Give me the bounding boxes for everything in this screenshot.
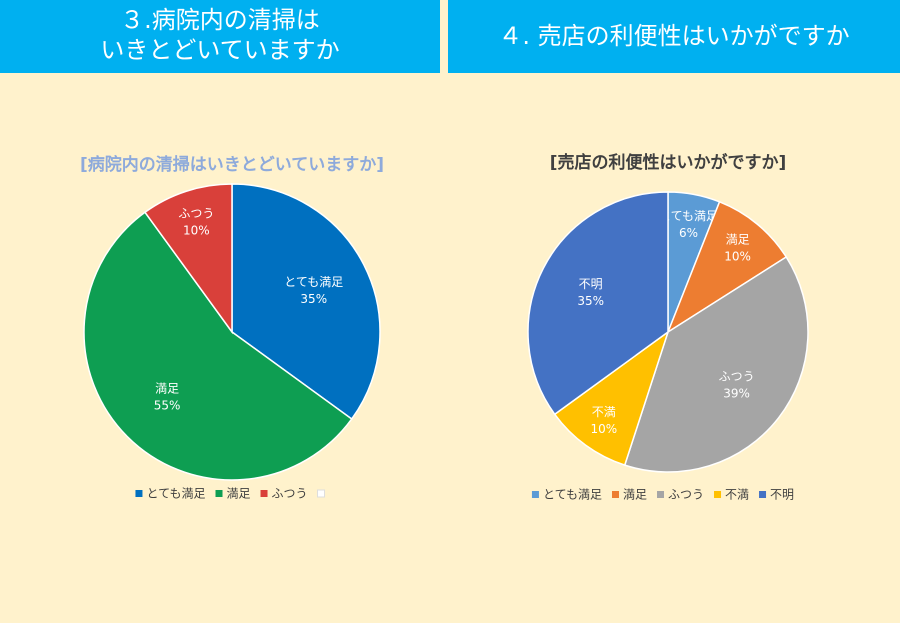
- legend-swatch: [714, 491, 722, 498]
- legend-swatch: [657, 491, 665, 498]
- legend-label: とても満足: [543, 488, 602, 502]
- legend-swatch: [215, 490, 223, 497]
- header-box: [448, 0, 900, 73]
- pie-slice: [666, 200, 788, 334]
- data-label-value: 10%: [183, 224, 210, 238]
- data-label-category: とても満足: [659, 209, 718, 223]
- legend-swatch: [531, 491, 539, 498]
- data-label-value: 6%: [679, 226, 698, 240]
- legend-label: とても満足: [146, 487, 205, 501]
- data-label-category: ふつう: [178, 207, 214, 221]
- data-label-category: 不満: [592, 405, 616, 419]
- pie-slice: [553, 330, 670, 467]
- header-text: ３.病院内の清掃は: [120, 6, 320, 34]
- header-text: ４. 売店の利便性はいかがですか: [498, 22, 849, 50]
- data-label-value: 10%: [590, 422, 617, 436]
- pie-slice: [623, 255, 809, 473]
- chart-title: [病院内の清掃はいきとどいていますか]: [80, 154, 384, 175]
- legend: とても満足 満足 ふつう 不満 不明: [531, 488, 794, 502]
- legend-label: ふつう: [668, 488, 704, 502]
- data-label-category: 満足: [155, 381, 179, 395]
- data-label-category: 不明: [579, 277, 603, 291]
- legend: とても満足 満足 ふつう: [135, 487, 326, 501]
- data-label-category: ふつう: [719, 370, 755, 384]
- chart-title: [売店の利便性はいかがですか]: [550, 152, 787, 173]
- legend-label: 満足: [623, 488, 647, 502]
- data-label-value: 35%: [577, 294, 604, 308]
- data-label-category: とても満足: [284, 275, 343, 289]
- data-label-value: 55%: [154, 398, 181, 412]
- data-label-category: 満足: [726, 232, 750, 246]
- legend-label: 不満: [725, 488, 749, 502]
- legend-swatch: [759, 491, 767, 498]
- legend-label: 満足: [227, 487, 251, 501]
- legend-swatch: [611, 491, 619, 498]
- legend-swatch: [317, 489, 326, 498]
- data-label-value: 35%: [300, 292, 327, 306]
- pie-slice: [143, 183, 233, 335]
- legend-swatch: [260, 490, 268, 497]
- legend-swatch: [135, 490, 143, 497]
- data-label-value: 39%: [723, 387, 750, 401]
- data-label-value: 10%: [724, 249, 751, 263]
- pie-slice: [231, 183, 381, 421]
- header-text: いきとどいていますか: [100, 36, 339, 64]
- legend-label: 不明: [770, 488, 794, 502]
- pie-slice: [83, 211, 353, 481]
- legend-label: ふつう: [272, 487, 308, 501]
- pie-slice: [527, 191, 669, 416]
- header-box: [0, 0, 440, 73]
